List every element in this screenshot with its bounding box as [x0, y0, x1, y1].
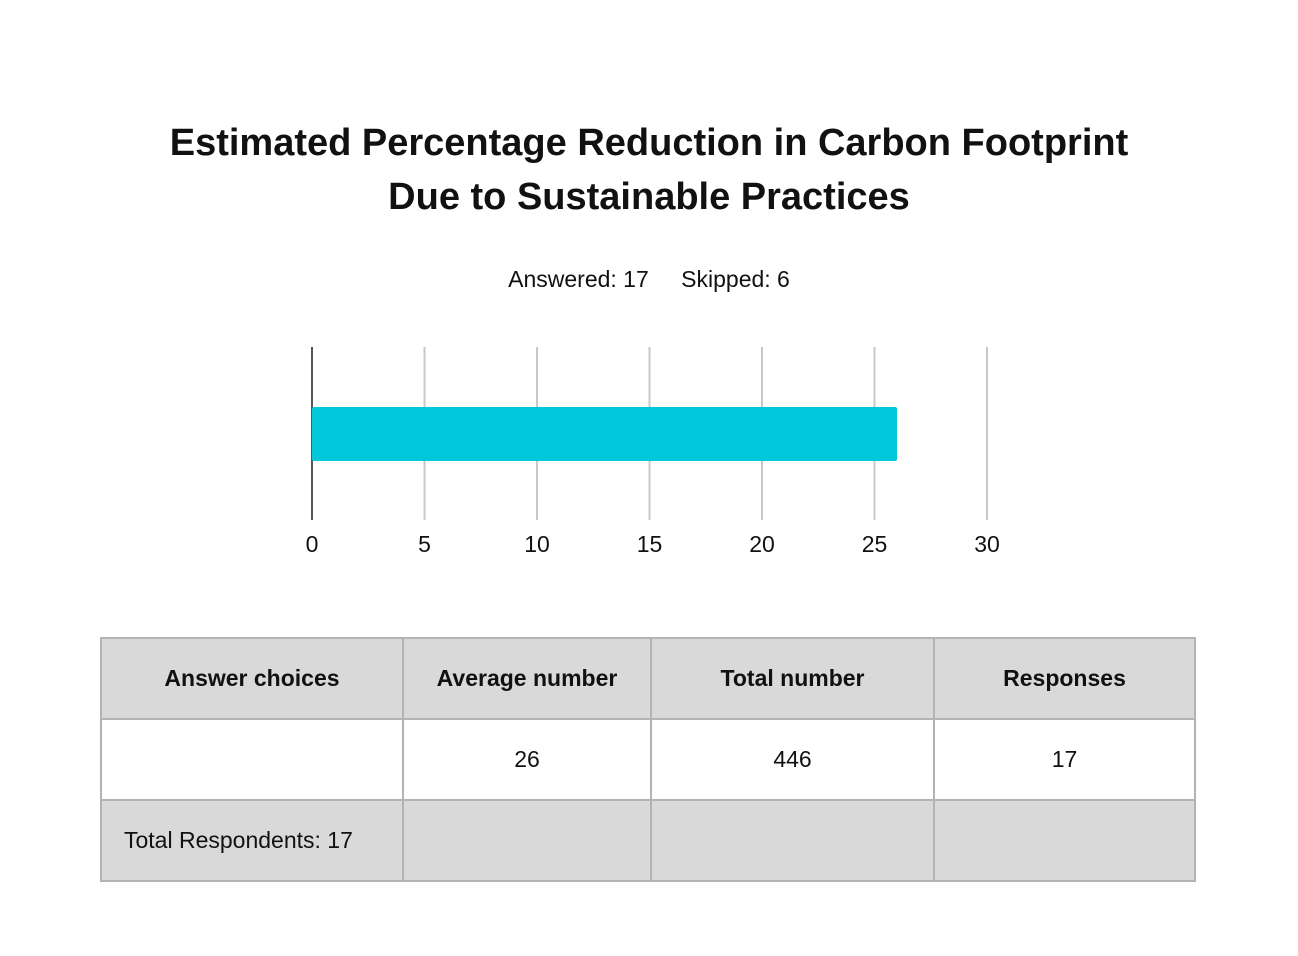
- bar-0: [312, 407, 897, 461]
- x-tick-label-15: 15: [637, 531, 663, 557]
- summary-table: Answer choices Average number Total numb…: [100, 637, 1196, 882]
- header-responses: Responses: [933, 637, 1196, 720]
- cell-responses: 17: [933, 718, 1196, 801]
- title-line-2: Due to Sustainable Practices: [388, 176, 910, 218]
- x-axis: 0 5 10 15 20 25 30: [306, 531, 1000, 557]
- x-tick-label-0: 0: [306, 531, 319, 557]
- total-respondents: Total Respondents: 17: [100, 799, 404, 882]
- bar-chart: 0 5 10 15 20 25 30: [306, 347, 1000, 557]
- table-row: 26 446 17: [100, 718, 1196, 801]
- skipped-count: Skipped: 6: [681, 266, 790, 292]
- answered-count: Answered: 17: [508, 266, 649, 292]
- x-tick-label-10: 10: [524, 531, 550, 557]
- title-line-1: Estimated Percentage Reduction in Carbon…: [169, 122, 1129, 164]
- bars: [312, 407, 897, 461]
- header-answer-choices: Answer choices: [100, 637, 404, 720]
- x-tick-label-30: 30: [974, 531, 1000, 557]
- cell-answer-choice: [100, 718, 404, 801]
- total-cell-average: [402, 799, 652, 882]
- table-header-row: Answer choices Average number Total numb…: [100, 637, 1196, 720]
- header-total-number: Total number: [650, 637, 935, 720]
- total-cell-total: [650, 799, 935, 882]
- x-tick-label-5: 5: [418, 531, 431, 557]
- cell-average-number: 26: [402, 718, 652, 801]
- header-average-number: Average number: [402, 637, 652, 720]
- x-tick-label-20: 20: [749, 531, 775, 557]
- chart-title: Estimated Percentage Reduction in Carbon…: [0, 116, 1298, 224]
- total-row: Total Respondents: 17: [100, 799, 1196, 882]
- response-stats: Answered: 17 Skipped: 6: [0, 266, 1298, 293]
- total-cell-responses: [933, 799, 1196, 882]
- x-tick-label-25: 25: [862, 531, 888, 557]
- cell-total-number: 446: [650, 718, 935, 801]
